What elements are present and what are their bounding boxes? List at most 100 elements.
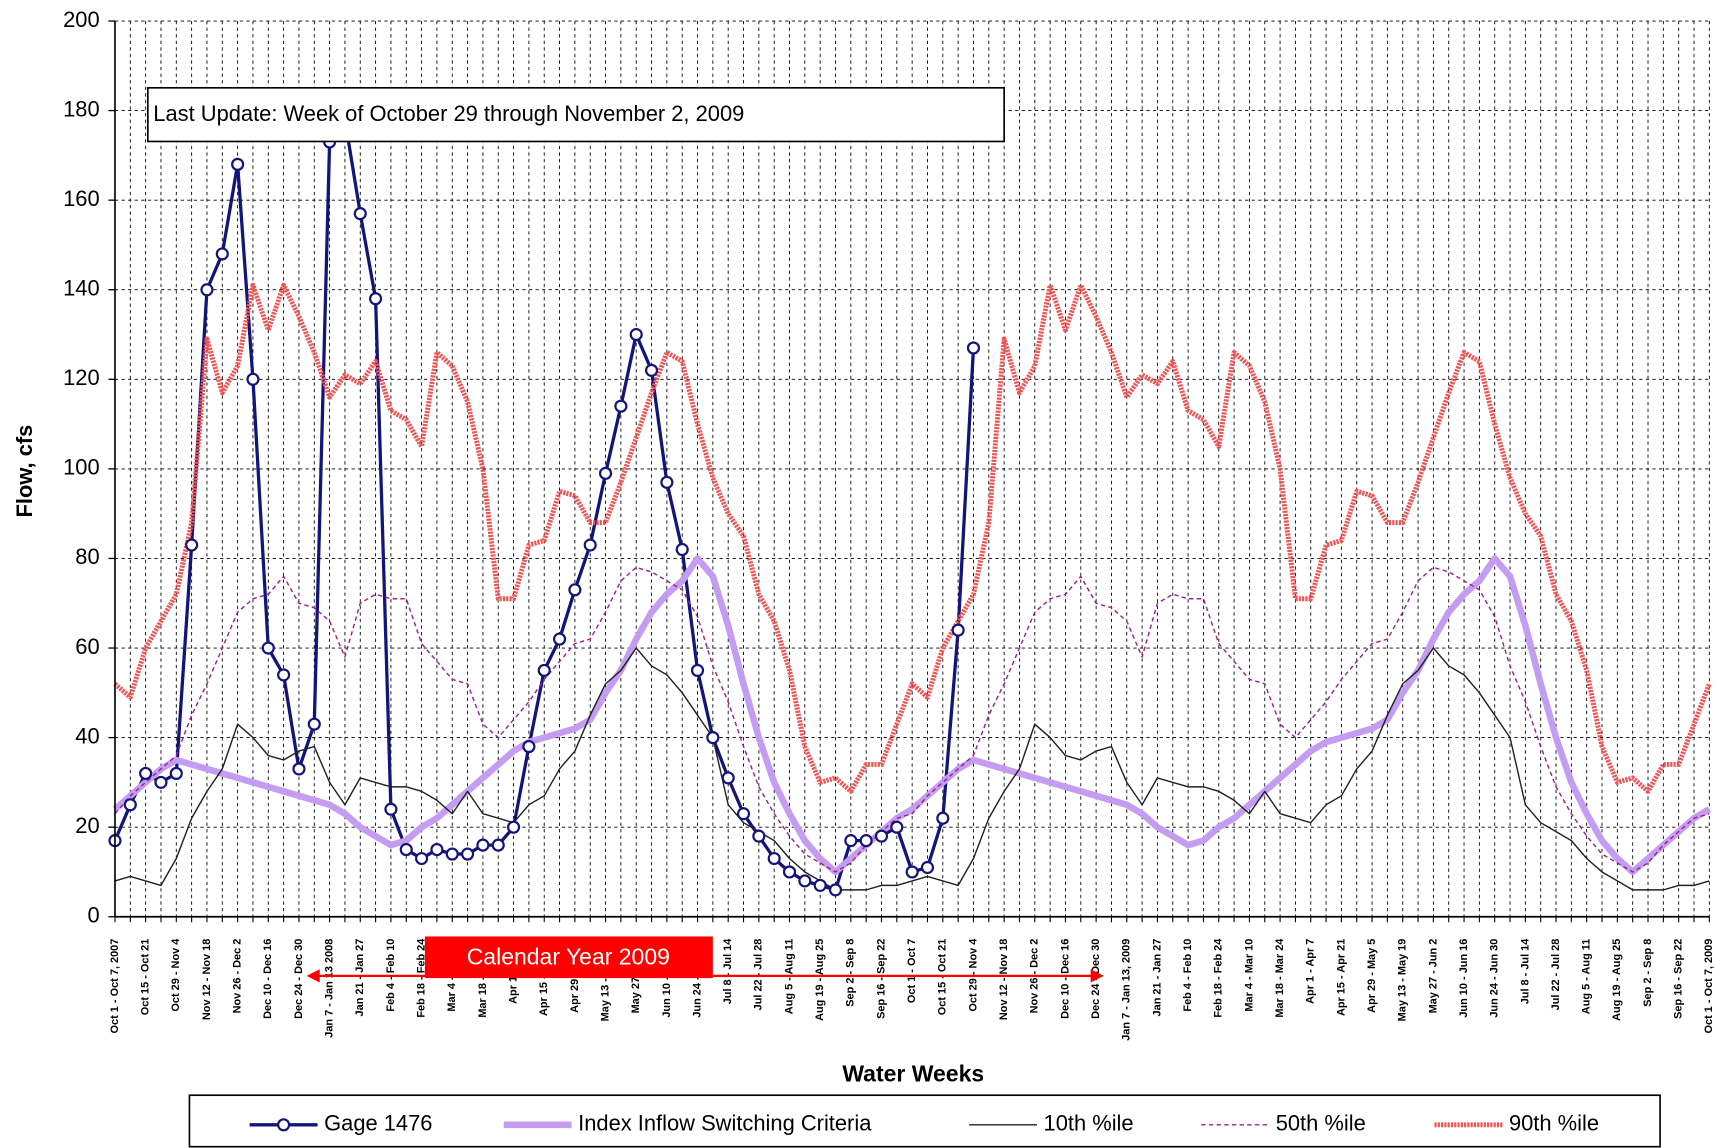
x-tick-label: Oct 29 - Nov 4 [170, 938, 182, 1012]
point [246, 372, 260, 386]
x-tick-label: Sep 2 - Sep 8 [1642, 939, 1654, 1007]
point [369, 292, 383, 306]
point [660, 475, 674, 489]
y-tick-label: 140 [63, 276, 100, 301]
x-tick-label: Jan 21 - Jan 27 [354, 939, 366, 1017]
point [920, 860, 935, 875]
point [445, 847, 459, 861]
legend-label: 90th %ile [1509, 1111, 1599, 1136]
x-tick-label: Feb 18 - Feb 24 [1213, 938, 1225, 1018]
point [690, 663, 705, 677]
calendar-box [424, 936, 713, 979]
series-line [114, 566, 1710, 873]
point [307, 717, 321, 731]
x-tick-label: Jul 22 - Jul 28 [753, 939, 765, 1011]
x-tick-label: May 27 - Jun 2 [1427, 939, 1439, 1014]
x-tick-label: Jul 22 - Jul 28 [1550, 939, 1562, 1011]
x-tick-label: Feb 4 - Feb 10 [1182, 939, 1194, 1012]
point [828, 883, 843, 897]
x-tick-label: Nov 26 - Dec 2 [232, 939, 244, 1014]
x-tick-label: Apr 15 - Apr 21 [1335, 939, 1347, 1016]
y-tick-label: 0 [87, 903, 99, 928]
point [905, 865, 919, 879]
x-axis-label: Water Weeks [842, 1061, 984, 1087]
point [752, 829, 766, 843]
legend-label: Index Inflow Switching Criteria [578, 1111, 872, 1136]
legend: Gage 1476 Index Inflow Switching Criteria… [249, 1111, 1599, 1136]
x-tick-label: Mar 18 - Mar 24 [1274, 938, 1286, 1018]
point [169, 766, 183, 780]
legend-marker [277, 1118, 291, 1132]
point [123, 798, 137, 812]
x-tick-label: Aug 19 - Aug 25 [814, 939, 826, 1021]
point [537, 663, 551, 677]
point [874, 829, 889, 843]
y-tick-label: 40 [75, 723, 99, 748]
series-line [112, 555, 1711, 876]
point [966, 341, 981, 355]
y-tick-label: 80 [75, 544, 99, 569]
point [813, 878, 827, 892]
x-tick-label: Sep 16 - Sep 22 [875, 939, 887, 1019]
x-tick-label: Jun 10 - Jun 16 [1458, 939, 1470, 1018]
x-tick-label: Dec 10 - Dec 16 [262, 939, 274, 1019]
y-tick-label: 160 [63, 186, 100, 211]
point [859, 834, 873, 848]
point [215, 247, 229, 261]
legend-label: Gage 1476 [324, 1111, 432, 1136]
point [506, 820, 521, 834]
y-tick-label: 180 [63, 96, 100, 121]
point [552, 632, 567, 646]
x-tick-label: Oct 15 - Oct 21 [140, 939, 152, 1016]
y-tick-label: 100 [63, 455, 100, 480]
x-tick-label: Oct 1 - Oct 7, 2009 [1703, 939, 1715, 1034]
point [644, 363, 659, 377]
point [461, 847, 475, 861]
point [706, 731, 720, 745]
point [476, 838, 490, 852]
arrow-head [306, 969, 320, 983]
x-tick-label: Apr 29 - May 5 [1366, 939, 1378, 1013]
arrow-head [1090, 969, 1104, 983]
point [522, 739, 536, 754]
x-tick-label: Aug 5 - Aug 11 [1581, 939, 1593, 1015]
x-tick-label: Sep 16 - Sep 22 [1673, 939, 1685, 1019]
point [231, 157, 245, 171]
point [292, 762, 306, 776]
point [614, 399, 628, 413]
series-line [114, 647, 1710, 891]
x-tick-label: Jul 8 - Jul 14 [722, 938, 734, 1005]
x-tick-label: Oct 1 - Oct 7, 2007 [109, 939, 121, 1034]
x-tick-label: Sep 2 - Sep 8 [845, 939, 857, 1007]
point [277, 668, 291, 682]
x-tick-label: Feb 18 - Feb 24 [415, 938, 427, 1018]
point [185, 538, 199, 552]
x-tick-label: Dec 10 - Dec 16 [1059, 939, 1071, 1019]
point [415, 851, 429, 866]
point [261, 641, 275, 655]
legend-label: 10th %ile [1044, 1111, 1134, 1136]
point [675, 542, 689, 557]
annotation: Last Update: Week of October 29 through … [153, 101, 744, 126]
legend-box [188, 1094, 1661, 1148]
point [568, 583, 582, 597]
x-tick-label: Jan 7 - Jan 13, 2009 [1121, 939, 1133, 1041]
plot-area [108, 112, 1712, 897]
point [844, 834, 858, 848]
x-tick-label: Oct 1 - Oct 7 [906, 939, 918, 1003]
y-tick-label: 200 [63, 7, 100, 32]
legend-label: 50th %ile [1276, 1111, 1366, 1136]
x-tick-label: Oct 29 - Nov 4 [967, 938, 979, 1012]
point [384, 802, 398, 816]
point [936, 811, 950, 825]
x-tick-label: Dec 24 - Dec 30 [293, 939, 305, 1019]
point [430, 842, 444, 857]
y-tick-label: 20 [75, 813, 99, 838]
point [721, 771, 735, 785]
point [154, 775, 168, 789]
calendar-label: Calendar Year 2009 [467, 943, 670, 969]
point [200, 283, 214, 297]
calendar-annotation: Calendar Year 2009 [306, 936, 1104, 983]
